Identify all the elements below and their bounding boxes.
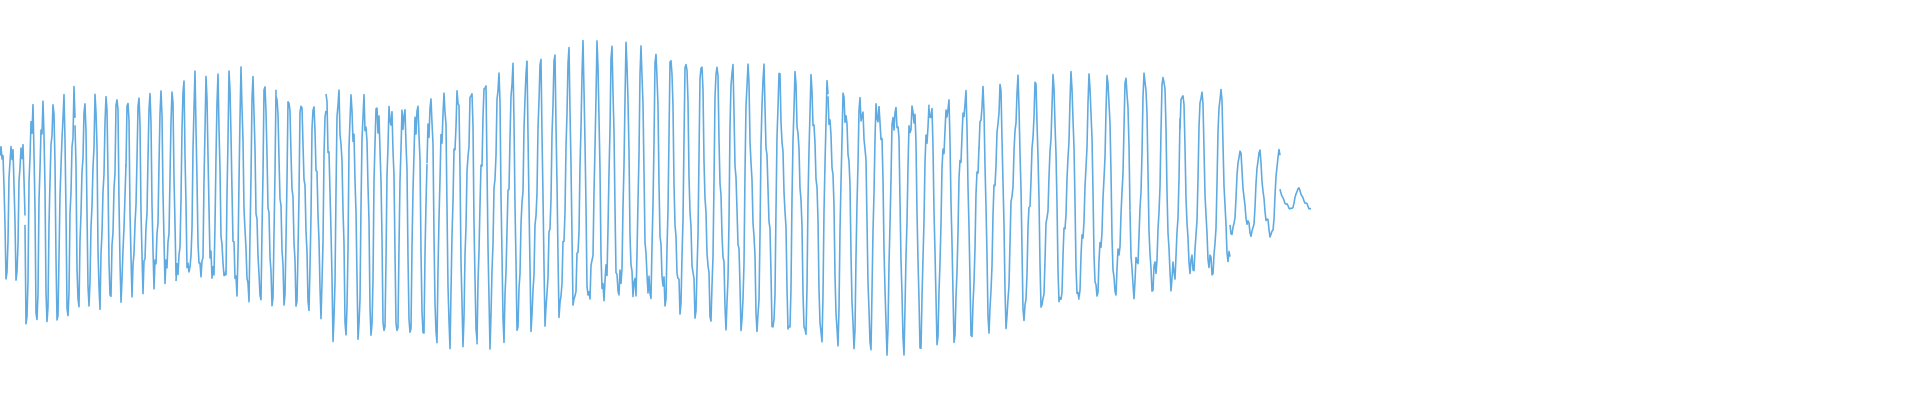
waveform-segment: [476, 60, 528, 350]
waveform-segment: [1078, 73, 1131, 298]
waveform-segment: [175, 70, 227, 282]
waveform-segment: [878, 104, 930, 356]
waveform-segment: [125, 90, 177, 298]
waveform-segment: [1028, 70, 1080, 308]
waveform-segment: [376, 105, 428, 334]
waveform-segment: [928, 89, 980, 346]
waveform-segment: [426, 90, 478, 350]
waveform-segment: [627, 45, 679, 307]
waveform-segment: [74, 93, 127, 310]
waveform-segment: [777, 70, 829, 343]
waveform-segment: [526, 46, 578, 333]
waveform-segment: [978, 74, 1030, 334]
waveform-segment: [1229, 148, 1281, 238]
waveform-segment: [1179, 88, 1231, 276]
waveform-segment: [225, 66, 277, 307]
waveform-segment: [576, 39, 629, 302]
waveform-segment: [0, 143, 26, 281]
waveform-segment: [827, 92, 880, 351]
waveform-segment: [677, 63, 729, 331]
waveform-segment: [24, 85, 76, 325]
waveform-segment: [1129, 72, 1181, 300]
waveform-segment: [727, 63, 779, 333]
waveform-segment: [275, 96, 327, 320]
waveform-segment: [1279, 187, 1311, 210]
waveform-segment: [325, 89, 378, 343]
